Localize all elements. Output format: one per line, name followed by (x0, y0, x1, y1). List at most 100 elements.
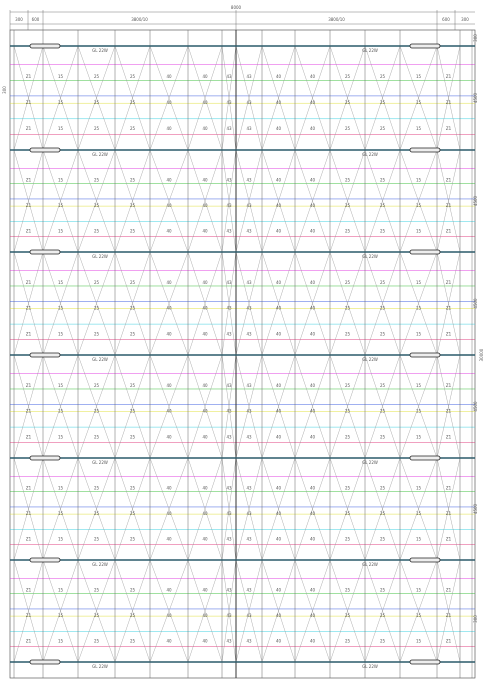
member-label: 40 (166, 486, 172, 491)
member-label: 40 (310, 178, 316, 183)
member-label: 25 (380, 74, 386, 79)
member-label: 40 (166, 383, 172, 388)
right-dimension: 4500 (473, 298, 478, 309)
brace (187, 559, 223, 663)
member-label: 43 (246, 280, 252, 285)
brace (436, 559, 461, 663)
member-label: 25 (94, 383, 100, 388)
member-label: 43 (246, 511, 252, 516)
member-label: 25 (380, 434, 386, 439)
member-label: 15 (416, 126, 422, 131)
member-label: 43 (226, 126, 232, 131)
member-label: 40 (202, 100, 208, 105)
member-label: 40 (166, 280, 172, 285)
member-label: 25 (130, 74, 136, 79)
member-label: 40 (202, 331, 208, 336)
member-label: 15 (58, 74, 64, 79)
member-label: 25 (345, 588, 351, 593)
member-label: 40 (310, 639, 316, 644)
member-label: Z1 (26, 280, 32, 285)
member-label: 40 (202, 383, 208, 388)
member-label: 15 (416, 280, 422, 285)
member-label: Z1 (446, 434, 452, 439)
member-label: 25 (94, 486, 100, 491)
member-label: 15 (58, 537, 64, 542)
brace (261, 45, 296, 151)
member-label: 15 (416, 639, 422, 644)
member-label: Z1 (446, 100, 452, 105)
member-label: 15 (58, 331, 64, 336)
member-label: 43 (246, 639, 252, 644)
member-label: 25 (380, 306, 386, 311)
member-label: 40 (276, 434, 282, 439)
brace (13, 149, 44, 253)
brace (77, 45, 116, 151)
member-label: 25 (380, 331, 386, 336)
member-label: 25 (345, 511, 351, 516)
member-label: 40 (202, 639, 208, 644)
beam-end (409, 249, 441, 255)
member-label: 25 (130, 126, 136, 131)
brace (364, 354, 401, 459)
member-label: 40 (310, 383, 316, 388)
member-label: 25 (345, 280, 351, 285)
beam-label: GL 22W (92, 562, 108, 567)
member-label: 25 (345, 74, 351, 79)
member-label: 40 (276, 100, 282, 105)
beam-label: GL 22W (92, 664, 108, 669)
brace (13, 457, 44, 561)
brace (261, 149, 296, 253)
brace (235, 457, 263, 561)
brace (42, 559, 79, 663)
member-label: 25 (380, 588, 386, 593)
member-label: 40 (202, 511, 208, 516)
member-label: 25 (130, 486, 136, 491)
member-label: 15 (416, 613, 422, 618)
top-dimension: 3800/10 (131, 17, 148, 22)
member-label: 43 (246, 203, 252, 208)
member-label: 40 (202, 434, 208, 439)
beam-label: GL 22W (362, 460, 378, 465)
member-label: 43 (246, 306, 252, 311)
member-label: 25 (380, 409, 386, 414)
brace (114, 354, 151, 459)
beam-label: GL 22W (92, 254, 108, 259)
member-label: 25 (380, 100, 386, 105)
beam-label: GL 22W (362, 254, 378, 259)
brace (42, 45, 79, 151)
brace (399, 45, 438, 151)
brace (364, 559, 401, 663)
brace (114, 457, 151, 561)
member-label: 15 (416, 178, 422, 183)
member-label: 43 (226, 100, 232, 105)
beam-label: GL 22W (92, 152, 108, 157)
beam-label: GL 22W (362, 357, 378, 362)
member-label: 25 (94, 537, 100, 542)
member-label: 25 (94, 588, 100, 593)
left-dimension: 300 (2, 86, 7, 94)
member-label: 40 (276, 639, 282, 644)
member-label: 15 (416, 434, 422, 439)
member-label: 40 (310, 306, 316, 311)
member-label: Z1 (446, 409, 452, 414)
member-label: 40 (276, 280, 282, 285)
member-label: 43 (226, 613, 232, 618)
member-label: 25 (130, 178, 136, 183)
brace (436, 354, 461, 459)
member-label: 40 (276, 178, 282, 183)
member-label: 25 (94, 639, 100, 644)
member-label: Z1 (26, 383, 32, 388)
member-label: 25 (130, 203, 136, 208)
member-label: Z1 (446, 511, 452, 516)
brace (294, 251, 331, 356)
member-label: 25 (130, 280, 136, 285)
member-label: 25 (94, 280, 100, 285)
member-label: 25 (94, 178, 100, 183)
brace (114, 45, 151, 151)
member-label: 25 (380, 178, 386, 183)
member-label: 40 (310, 613, 316, 618)
member-label: 15 (58, 306, 64, 311)
brace (149, 559, 189, 663)
member-label: 40 (166, 178, 172, 183)
member-label: 40 (276, 537, 282, 542)
